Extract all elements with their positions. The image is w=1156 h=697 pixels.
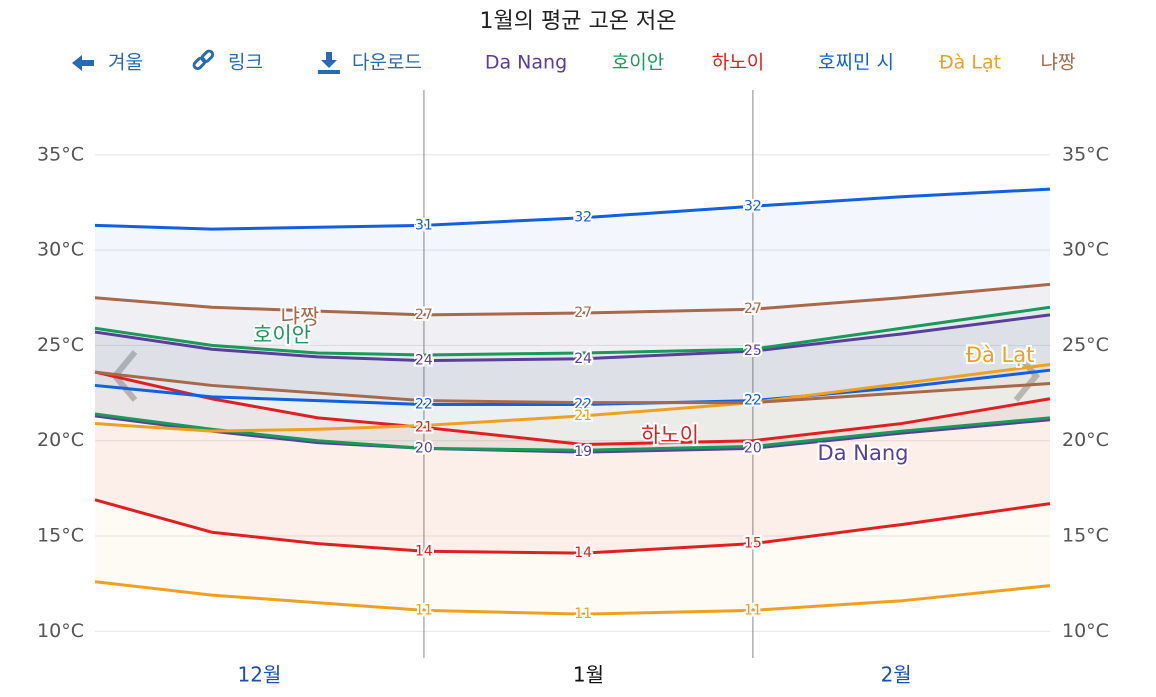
- data-label: 11: [415, 602, 433, 618]
- y-tick-label: 10°C: [37, 620, 84, 642]
- range-band: [95, 364, 1050, 615]
- legend-entry[interactable]: Da Nang: [485, 52, 567, 74]
- data-label: 21: [574, 408, 592, 424]
- x-tick-label[interactable]: 2월: [881, 663, 912, 687]
- data-label: 22: [744, 393, 762, 409]
- data-label: 32: [744, 198, 762, 214]
- series-annotation: 하노이: [641, 423, 699, 447]
- series-annotation: Đà Lạt: [966, 343, 1035, 367]
- back-icon[interactable]: [72, 55, 94, 71]
- next-arrow[interactable]: [1013, 350, 1040, 402]
- x-tick-label[interactable]: 12월: [238, 663, 282, 687]
- y-tick-label: 30°C: [37, 239, 84, 261]
- temp-line: [94, 187, 1051, 231]
- data-label: 20: [415, 440, 433, 456]
- temp-line: [94, 282, 1051, 317]
- range-band: [95, 372, 1050, 554]
- chart-title: 1월의 평균 고온 저온: [480, 9, 677, 34]
- data-label: 27: [415, 307, 433, 323]
- link-icon[interactable]: [192, 49, 215, 71]
- toolbar-winter[interactable]: 겨울: [108, 52, 143, 74]
- legend-entry[interactable]: 하노이: [712, 52, 764, 74]
- y-tick-label-right: 20°C: [1062, 429, 1109, 451]
- y-tick-label: 15°C: [37, 525, 84, 547]
- temp-line: [94, 370, 1051, 447]
- series-annotation: Da Nang: [818, 441, 909, 465]
- y-tick-label-right: 25°C: [1062, 334, 1109, 356]
- legend-entry[interactable]: 냐짱: [1041, 52, 1076, 74]
- toolbar-download[interactable]: 다운로드: [352, 52, 422, 74]
- x-tick-label: 1월: [573, 663, 604, 687]
- toolbar: 겨울 링크 다운로드: [72, 49, 422, 74]
- temp-line: [94, 362, 1051, 433]
- y-tick-label-right: 15°C: [1062, 525, 1109, 547]
- data-label: 14: [574, 545, 592, 561]
- legend-entry[interactable]: Đà Lạt: [939, 52, 1001, 74]
- legend-entry[interactable]: 호찌민 시: [818, 52, 894, 74]
- temp-line: [94, 313, 1051, 363]
- temp-line: [94, 305, 1051, 357]
- y-tick-label: 35°C: [37, 143, 84, 165]
- range-band: [95, 189, 1050, 405]
- legend-entry[interactable]: 호이안: [612, 52, 664, 74]
- data-label: 15: [744, 536, 762, 552]
- y-tick-label: 25°C: [37, 334, 84, 356]
- y-tick-label: 20°C: [37, 429, 84, 451]
- data-label: 27: [744, 301, 762, 317]
- data-label: 22: [574, 396, 592, 412]
- data-label: 24: [574, 351, 592, 367]
- y-tick-label-right: 10°C: [1062, 620, 1109, 642]
- y-tick-label-right: 35°C: [1062, 143, 1109, 165]
- data-label: 32: [574, 210, 592, 226]
- download-icon[interactable]: [318, 52, 340, 74]
- data-label: 21: [415, 419, 433, 435]
- range-band: [95, 284, 1050, 403]
- series-annotation: 냐짱: [281, 305, 320, 329]
- temp-line: [94, 368, 1051, 406]
- data-label: 22: [415, 396, 433, 412]
- y-tick-label-right: 30°C: [1062, 239, 1109, 261]
- data-label: 20: [744, 440, 762, 456]
- temp-line: [94, 370, 1051, 405]
- data-label: 11: [744, 602, 762, 618]
- data-label: 31: [415, 217, 433, 233]
- data-label: 19: [574, 444, 592, 460]
- data-label: 25: [744, 343, 762, 359]
- temp-line: [94, 498, 1051, 555]
- series-annotation: 호이안: [253, 323, 311, 347]
- data-label: 14: [415, 543, 433, 559]
- temp-line: [94, 580, 1051, 616]
- toolbar-link[interactable]: 링크: [228, 52, 263, 74]
- data-label: 11: [574, 606, 592, 622]
- data-label: 27: [574, 305, 592, 321]
- data-label: 24: [415, 353, 433, 369]
